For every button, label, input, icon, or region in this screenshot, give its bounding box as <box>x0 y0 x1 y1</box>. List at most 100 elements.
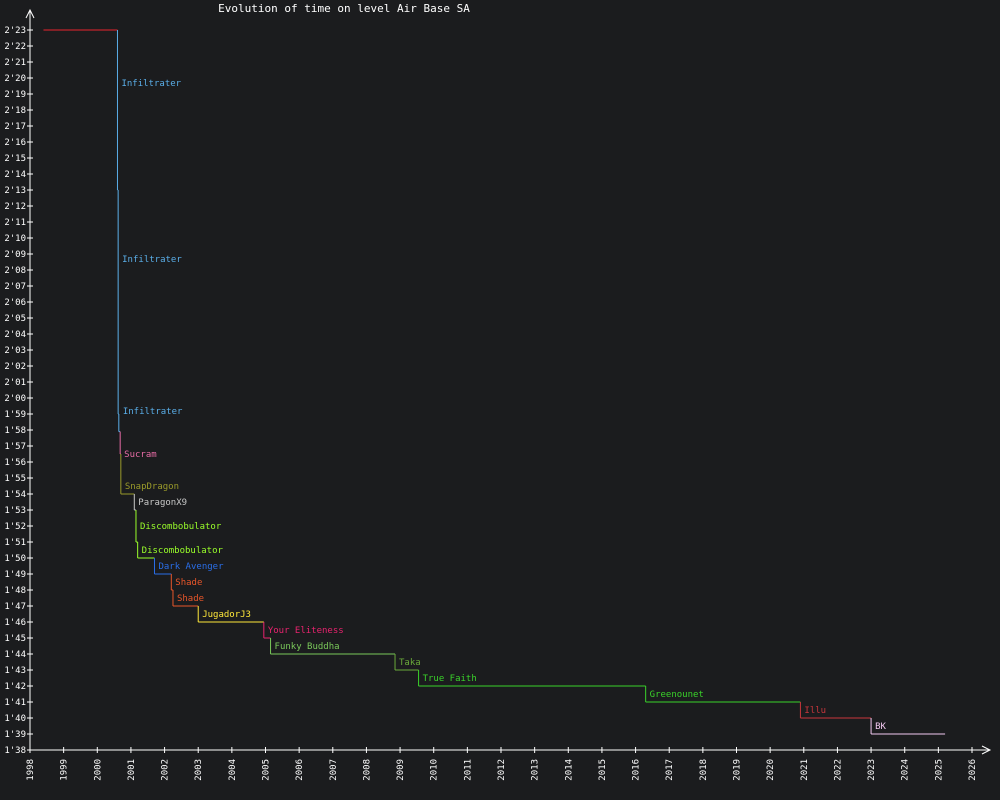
x-tick-label: 2021 <box>800 759 810 781</box>
y-tick-label: 1'44 <box>4 650 26 660</box>
y-tick-label: 1'38 <box>4 746 26 756</box>
x-tick-label: 2012 <box>497 759 507 781</box>
y-tick-label: 1'39 <box>4 730 26 740</box>
y-tick-label: 2'23 <box>4 26 26 36</box>
y-tick-label: 1'43 <box>4 666 26 676</box>
x-tick-label: 2020 <box>766 759 776 781</box>
x-axis-arrow <box>981 745 992 755</box>
x-tick-label: 2018 <box>699 759 709 781</box>
y-tick-label: 2'07 <box>4 282 26 292</box>
record-label: Your Eliteness <box>268 626 344 636</box>
y-tick-label: 1'48 <box>4 586 26 596</box>
y-axis-arrow <box>25 8 35 19</box>
y-tick-label: 2'15 <box>4 154 26 164</box>
y-tick-label: 2'16 <box>4 138 26 148</box>
x-tick-label: 2010 <box>430 759 440 781</box>
y-tick-label: 2'09 <box>4 250 26 260</box>
y-tick-label: 2'20 <box>4 74 26 84</box>
record-label: Dark Avenger <box>158 562 224 572</box>
y-tick-label: 2'05 <box>4 314 26 324</box>
y-tick-label: 2'22 <box>4 42 26 52</box>
x-tick-label: 2019 <box>733 759 743 781</box>
y-tick-label: 2'19 <box>4 90 26 100</box>
y-tick-label: 1'51 <box>4 538 26 548</box>
y-tick-label: 1'52 <box>4 522 26 532</box>
axes <box>25 8 992 755</box>
y-tick-label: 1'59 <box>4 410 26 420</box>
x-tick-label: 1998 <box>26 759 36 781</box>
y-tick-label: 1'55 <box>4 474 26 484</box>
record-label: SnapDragon <box>125 482 179 492</box>
x-tick-label: 2003 <box>194 759 204 781</box>
y-tick-label: 1'49 <box>4 570 26 580</box>
record-label: Discombobulator <box>140 522 222 532</box>
y-tick-label: 1'58 <box>4 426 26 436</box>
x-tick-label: 2016 <box>632 759 642 781</box>
y-tick-label: 1'40 <box>4 714 26 724</box>
y-tick-label: 1'45 <box>4 634 26 644</box>
record-label: Greenounet <box>650 690 704 700</box>
y-tick-label: 1'41 <box>4 698 26 708</box>
x-tick-label: 2001 <box>127 759 137 781</box>
x-tick-label: 2017 <box>665 759 675 781</box>
record-label: Shade <box>177 594 204 604</box>
x-tick-label: 2004 <box>228 759 238 781</box>
x-tick-label: 2026 <box>968 759 978 781</box>
y-tick-label: 1'50 <box>4 554 26 564</box>
x-tick-label: 2002 <box>161 759 171 781</box>
x-tick-label: 2005 <box>262 759 272 781</box>
chart-title: Evolution of time on level Air Base SA <box>218 2 470 15</box>
y-tick-label: 1'46 <box>4 618 26 628</box>
x-tick-label: 2008 <box>362 759 372 781</box>
record-label: Taka <box>399 658 421 668</box>
y-tick-label: 2'12 <box>4 202 26 212</box>
y-tick-label: 1'47 <box>4 602 26 612</box>
y-tick-label: 1'53 <box>4 506 26 516</box>
y-ticks: 1'38 1'39 1'40 1'41 1'42 1'43 1'44 1'45 1'46 1'47… <box>4 26 33 756</box>
y-tick-label: 1'42 <box>4 682 26 692</box>
y-tick-label: 2'21 <box>4 58 26 68</box>
record-label: Infiltrater <box>122 255 182 265</box>
record-label: Infiltrater <box>121 79 181 89</box>
x-tick-label: 2015 <box>598 759 608 781</box>
x-tick-label: 2000 <box>93 759 103 781</box>
record-label: True Faith <box>423 674 477 684</box>
record-label: ParagonX9 <box>138 498 187 508</box>
x-tick-label: 2023 <box>867 759 877 781</box>
y-tick-label: 2'08 <box>4 266 26 276</box>
y-tick-label: 2'14 <box>4 170 26 180</box>
x-tick-label: 2014 <box>564 759 574 781</box>
record-labels: Infiltrater Infiltrater Infiltrater Sucram S… <box>121 79 886 732</box>
x-tick-label: 2006 <box>295 759 305 781</box>
x-tick-label: 2025 <box>934 759 944 781</box>
x-tick-label: 2024 <box>901 759 911 781</box>
y-tick-label: 1'54 <box>4 490 26 500</box>
x-tick-label: 2007 <box>329 759 339 781</box>
y-tick-label: 2'18 <box>4 106 26 116</box>
record-label: Funky Buddha <box>275 642 340 652</box>
y-tick-label: 2'04 <box>4 330 26 340</box>
y-tick-label: 2'11 <box>4 218 26 228</box>
y-tick-label: 1'56 <box>4 458 26 468</box>
record-label: Infiltrater <box>123 407 183 417</box>
record-label: JugadorJ3 <box>202 610 251 620</box>
record-label: Illu <box>804 706 826 716</box>
y-tick-label: 2'02 <box>4 362 26 372</box>
y-tick-label: 2'03 <box>4 346 26 356</box>
y-tick-label: 2'06 <box>4 298 26 308</box>
record-label: Discombobulator <box>142 546 224 556</box>
y-tick-label: 2'13 <box>4 186 26 196</box>
record-label: BK <box>875 722 886 732</box>
x-tick-label: 2009 <box>396 759 406 781</box>
y-tick-label: 1'57 <box>4 442 26 452</box>
x-ticks: 1998 1999 2000 2001 2002 2003 2004 2005 2006 2007… <box>26 747 978 781</box>
x-tick-label: 2022 <box>833 759 843 781</box>
record-label: Sucram <box>124 450 157 460</box>
x-tick-label: 2013 <box>531 759 541 781</box>
y-tick-label: 2'00 <box>4 394 26 404</box>
y-tick-label: 2'17 <box>4 122 26 132</box>
x-tick-label: 1999 <box>60 759 70 781</box>
x-tick-label: 2011 <box>463 759 473 781</box>
y-tick-label: 2'10 <box>4 234 26 244</box>
